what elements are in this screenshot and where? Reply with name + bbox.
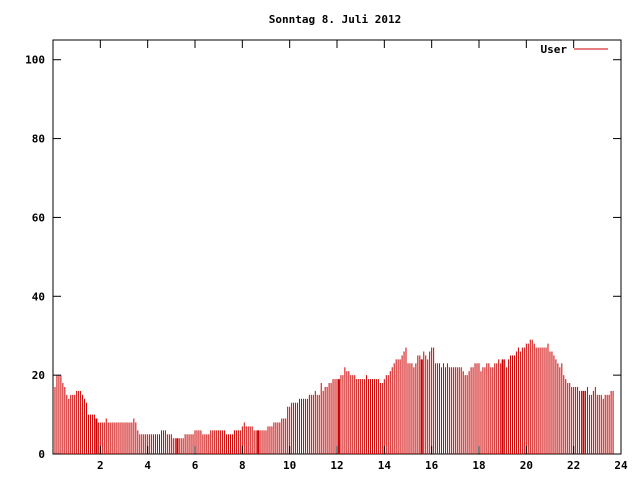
x-tick-label: 22 xyxy=(567,459,580,472)
x-tick-label: 14 xyxy=(378,459,392,472)
x-tick-label: 12 xyxy=(330,459,343,472)
y-tick-label: 0 xyxy=(38,448,45,461)
x-tick-label: 20 xyxy=(520,459,533,472)
bar-series-user xyxy=(54,339,614,454)
y-tick-label: 100 xyxy=(25,54,45,67)
legend: User xyxy=(541,43,608,56)
x-tick-label: 6 xyxy=(192,459,199,472)
x-tick-label: 8 xyxy=(239,459,246,472)
x-tick-label: 18 xyxy=(472,459,485,472)
x-tick-label: 10 xyxy=(283,459,296,472)
x-tick-label: 2 xyxy=(97,459,104,472)
x-tick-label: 24 xyxy=(614,459,628,472)
y-tick-label: 80 xyxy=(32,133,45,146)
y-tick-label: 40 xyxy=(32,290,45,303)
chart-title: Sonntag 8. Juli 2012 xyxy=(269,13,401,26)
x-tick-label: 16 xyxy=(425,459,439,472)
x-tick-label: 4 xyxy=(144,459,151,472)
y-tick-label: 20 xyxy=(32,369,45,382)
legend-label-user: User xyxy=(541,43,568,56)
y-tick-label: 60 xyxy=(32,211,45,224)
